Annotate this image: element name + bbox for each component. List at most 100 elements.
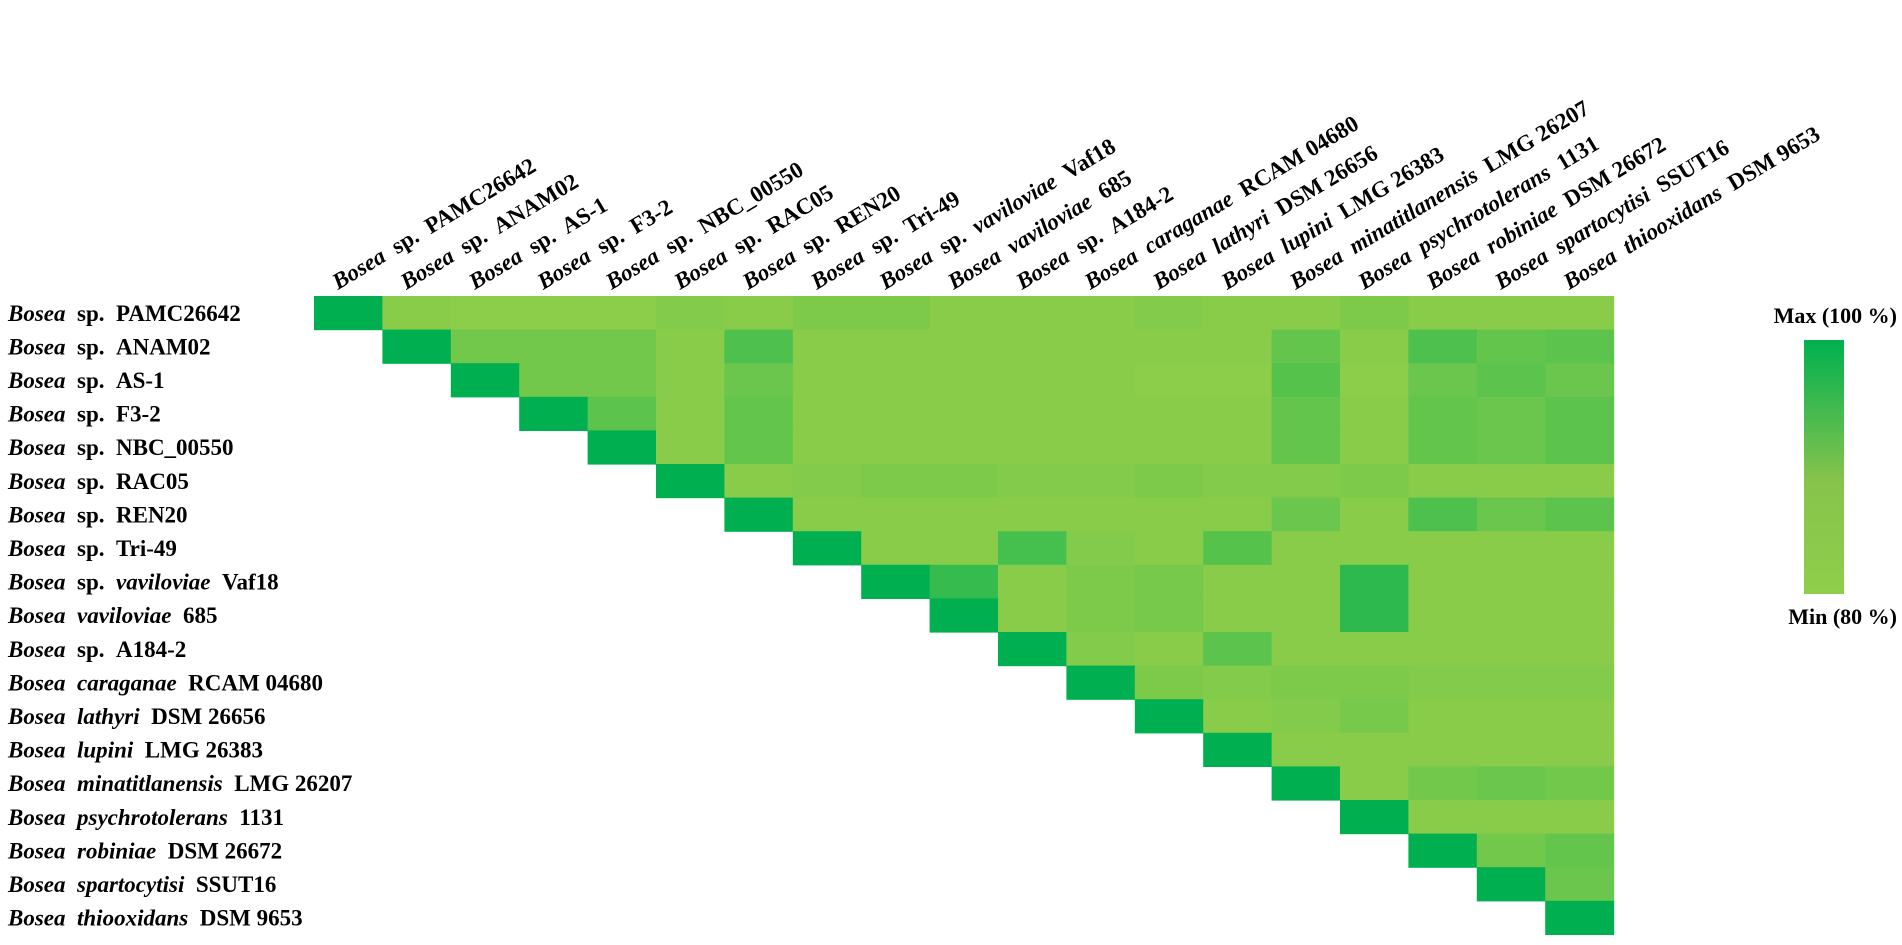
heatmap-cell-2-6 — [724, 363, 794, 398]
row-label-7: Bosea sp. Tri-49 — [7, 536, 177, 561]
heatmap-cell-0-4 — [587, 296, 657, 331]
heatmap-cell-0-7 — [792, 296, 862, 331]
heatmap-cell-1-1 — [382, 329, 452, 364]
heatmap-cell-1-12 — [1134, 329, 1204, 364]
heatmap-cell-4-16 — [1408, 430, 1478, 465]
heatmap-cell-11-13 — [1203, 665, 1273, 700]
heatmap-cell-5-8 — [861, 464, 931, 499]
row-label-2: Bosea sp. AS-1 — [7, 368, 165, 393]
heatmap-cell-0-18 — [1545, 296, 1615, 331]
heatmap-cell-2-7 — [792, 363, 862, 398]
heatmap-cell-12-15 — [1340, 699, 1409, 734]
heatmap-cell-5-6 — [724, 464, 794, 499]
heatmap-cell-12-13 — [1203, 699, 1273, 734]
heatmap-cell-0-15 — [1340, 296, 1409, 331]
row-label-18: Bosea thiooxidans DSM 9653 — [7, 906, 303, 931]
row-label-10: Bosea sp. A184-2 — [7, 637, 186, 662]
heatmap-cell-9-14 — [1271, 598, 1341, 633]
heatmap-cell-0-12 — [1134, 296, 1204, 331]
heatmap-cell-2-3 — [519, 363, 589, 398]
heatmap-cell-6-16 — [1408, 497, 1478, 532]
heatmap-cell-0-16 — [1408, 296, 1478, 331]
heatmap-cell-0-8 — [861, 296, 931, 331]
heatmap-cell-7-15 — [1340, 531, 1409, 566]
row-label-17: Bosea spartocytisi SSUT16 — [7, 872, 276, 897]
heatmap-cell-15-18 — [1545, 800, 1615, 835]
heatmap-cell-8-18 — [1545, 564, 1615, 599]
heatmap-cell-4-14 — [1271, 430, 1341, 465]
heatmap-cell-6-6 — [724, 497, 794, 532]
heatmap-cell-13-18 — [1545, 732, 1615, 767]
heatmap-cell-5-17 — [1476, 464, 1546, 499]
heatmap-cell-3-8 — [861, 396, 931, 431]
heatmap-cell-1-2 — [450, 329, 520, 364]
heatmap-cell-0-6 — [724, 296, 794, 331]
heatmap-cell-7-14 — [1271, 531, 1341, 566]
row-label-9: Bosea vaviloviae 685 — [7, 603, 218, 628]
heatmap-cell-1-17 — [1476, 329, 1546, 364]
heatmap-cell-9-13 — [1203, 598, 1273, 633]
heatmap-cell-6-14 — [1271, 497, 1341, 532]
heatmap-cell-1-10 — [998, 329, 1067, 364]
heatmap-cell-7-12 — [1134, 531, 1204, 566]
row-label-5: Bosea sp. RAC05 — [7, 469, 189, 494]
heatmap-cell-6-11 — [1066, 497, 1136, 532]
heatmap-cell-2-18 — [1545, 363, 1615, 398]
heatmap-cell-3-17 — [1476, 396, 1546, 431]
heatmap-cell-12-14 — [1271, 699, 1341, 734]
row-label-14: Bosea minatitlanensis LMG 26207 — [7, 771, 352, 796]
heatmap-cell-11-15 — [1340, 665, 1409, 700]
heatmap-cell-11-14 — [1271, 665, 1341, 700]
heatmap-cell-6-9 — [929, 497, 999, 532]
heatmap-cell-5-10 — [998, 464, 1067, 499]
heatmap-cell-0-2 — [450, 296, 520, 331]
heatmap-cell-9-10 — [998, 598, 1067, 633]
heatmap-cell-4-17 — [1476, 430, 1546, 465]
heatmap-cell-8-12 — [1134, 564, 1204, 599]
heatmap-cell-5-11 — [1066, 464, 1136, 499]
heatmap-cell-3-7 — [792, 396, 862, 431]
heatmap-cell-4-15 — [1340, 430, 1409, 465]
heatmap-cell-17-18 — [1545, 867, 1615, 902]
heatmap-cell-6-10 — [998, 497, 1067, 532]
row-label-6: Bosea sp. REN20 — [7, 502, 188, 527]
heatmap-cell-4-12 — [1134, 430, 1204, 465]
heatmap-cell-7-16 — [1408, 531, 1478, 566]
heatmap-cell-0-9 — [929, 296, 999, 331]
heatmap-cell-12-17 — [1476, 699, 1546, 734]
heatmap-cell-8-15 — [1340, 564, 1409, 599]
heatmap-cell-5-15 — [1340, 464, 1409, 499]
heatmap-cell-2-9 — [929, 363, 999, 398]
legend-max-label: Max (100 %) — [1774, 303, 1897, 328]
heatmap-cell-1-9 — [929, 329, 999, 364]
heatmap-cell-0-0 — [314, 296, 383, 331]
heatmap-cell-10-15 — [1340, 632, 1409, 667]
heatmap-cell-16-18 — [1545, 833, 1615, 868]
heatmap-cell-3-9 — [929, 396, 999, 431]
heatmap-cell-1-5 — [656, 329, 725, 364]
heatmap-cells — [314, 296, 1615, 935]
heatmap-cell-1-4 — [587, 329, 657, 364]
heatmap-cell-13-13 — [1203, 732, 1273, 767]
heatmap-cell-5-14 — [1271, 464, 1341, 499]
heatmap-cell-2-14 — [1271, 363, 1341, 398]
heatmap-cell-7-7 — [792, 531, 862, 566]
heatmap-cell-3-18 — [1545, 396, 1615, 431]
heatmap-cell-2-15 — [1340, 363, 1409, 398]
heatmap-cell-11-12 — [1134, 665, 1204, 700]
heatmap-cell-10-16 — [1408, 632, 1478, 667]
heatmap-cell-9-18 — [1545, 598, 1615, 633]
heatmap-cell-8-9 — [929, 564, 999, 599]
row-label-4: Bosea sp. NBC_00550 — [7, 435, 234, 460]
row-label-13: Bosea lupini LMG 26383 — [7, 738, 263, 763]
heatmap-cell-2-4 — [587, 363, 657, 398]
heatmap-cell-9-16 — [1408, 598, 1478, 633]
heatmap-cell-17-17 — [1476, 867, 1546, 902]
heatmap-cell-12-18 — [1545, 699, 1615, 734]
heatmap-cell-15-17 — [1476, 800, 1546, 835]
heatmap-cell-7-9 — [929, 531, 999, 566]
heatmap-cell-14-15 — [1340, 766, 1409, 801]
heatmap-cell-6-8 — [861, 497, 931, 532]
row-label-16: Bosea robiniae DSM 26672 — [7, 838, 282, 863]
